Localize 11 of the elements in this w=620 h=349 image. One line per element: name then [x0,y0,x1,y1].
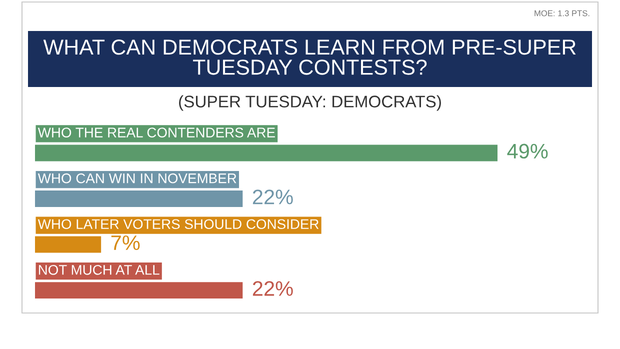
data-label: 7% [111,235,140,250]
y-tick-label: WHO THE REAL CONTENDERS ARE [38,128,275,138]
data-label: 22% [252,190,293,204]
data-label: 22% [252,281,293,296]
y-tick-label: WHO CAN WIN IN NOVEMBER [38,173,236,184]
chart-subtitle: (SUPER TUESDAY: DEMOCRATS) [179,95,441,111]
y-tick-label: WHO LATER VOTERS SHOULD CONSIDER [38,219,319,230]
text: MOE: 1.3 PTS. [534,10,590,16]
chart-title: WHAT CAN DEMOCRATS LEARN FROM PRE-SUPER TUESDAY CONTESTS? [43,40,576,75]
y-tick-label: NOT MUCH AT ALL [38,264,160,275]
data-label: 49% [507,144,548,159]
